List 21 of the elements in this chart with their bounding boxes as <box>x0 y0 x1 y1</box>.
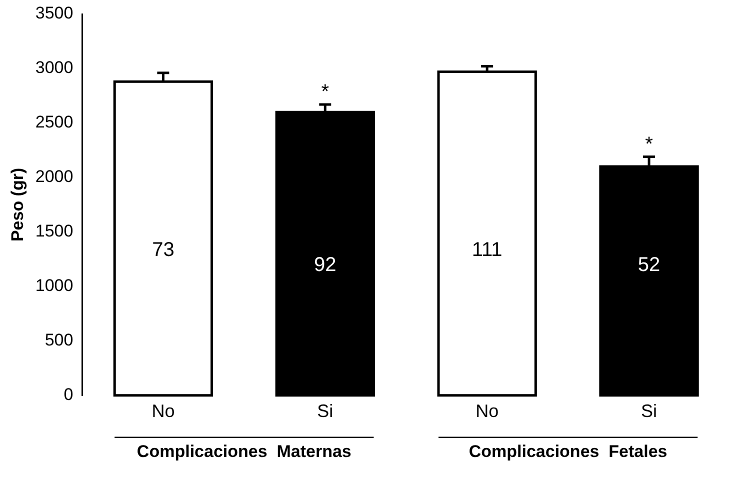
y-tick-label: 1000 <box>35 276 74 296</box>
annotation: 92 <box>314 254 336 276</box>
text: Complicaciones Maternas <box>136 442 352 462</box>
x-tick-label: No <box>152 401 175 422</box>
x-tick-label: Si <box>641 401 658 422</box>
y-axis-title: Peso (gr) <box>8 168 27 242</box>
y-tick-label: 2500 <box>35 112 74 132</box>
annotation: 73 <box>152 238 174 261</box>
text: Complicaciones Fetales <box>468 442 668 462</box>
y-tick-label: 2000 <box>35 167 74 186</box>
annotation: * <box>645 133 654 156</box>
y-tick-label: 500 <box>44 330 74 350</box>
y-tick-label: 1500 <box>35 222 74 241</box>
x-tick-label: No <box>476 401 499 422</box>
annotation: 111 <box>472 238 502 261</box>
annotation: 52 <box>638 254 660 276</box>
y-tick-label: 0 <box>64 385 74 404</box>
y-tick-label: 3500 <box>35 4 74 23</box>
x-tick-label: Si <box>317 401 334 422</box>
annotation: * <box>321 80 330 103</box>
y-tick-label: 3000 <box>35 58 74 78</box>
